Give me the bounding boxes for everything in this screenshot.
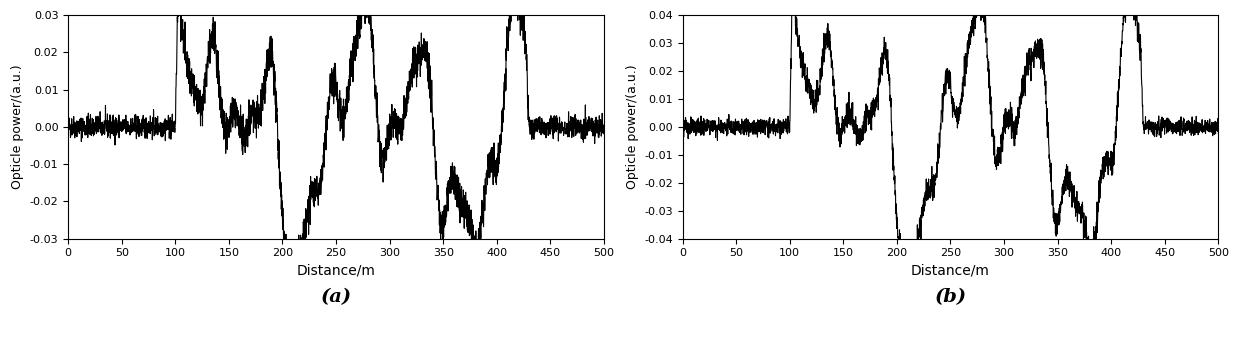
Y-axis label: Opticle power/(a.u.): Opticle power/(a.u.) bbox=[11, 64, 24, 189]
Text: (a): (a) bbox=[320, 288, 352, 306]
X-axis label: Distance/m: Distance/m bbox=[296, 264, 376, 278]
X-axis label: Distance/m: Distance/m bbox=[911, 264, 990, 278]
Y-axis label: Opticle power/(a.u.): Opticle power/(a.u.) bbox=[625, 64, 639, 189]
Text: (b): (b) bbox=[935, 288, 966, 306]
